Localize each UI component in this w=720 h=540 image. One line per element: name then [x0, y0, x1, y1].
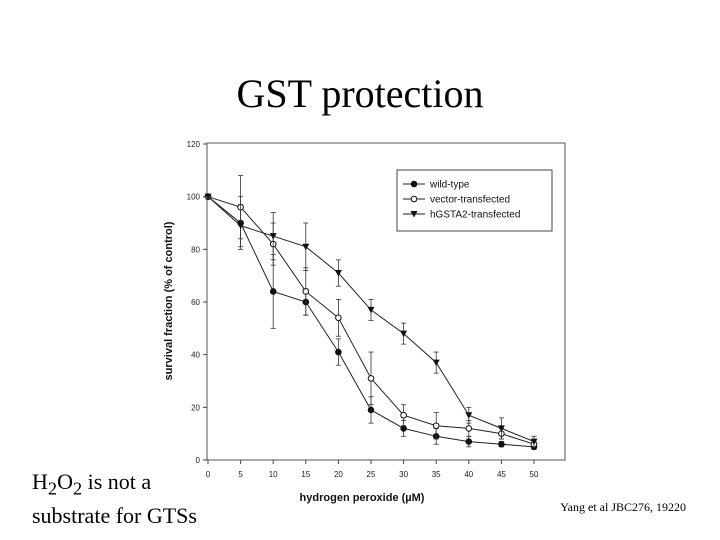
x-tick-label: 40	[464, 470, 473, 479]
series-1	[204, 193, 538, 451]
legend-marker	[410, 211, 418, 218]
slide-caption: H2O2 is not a substrate for GTSs	[32, 468, 197, 530]
y-tick-label: 100	[187, 193, 201, 202]
y-tick-label: 20	[191, 403, 200, 412]
y-tick-label: 80	[191, 245, 200, 254]
legend-label: wild-type	[429, 180, 470, 191]
data-point	[530, 438, 538, 446]
x-tick-label: 10	[269, 470, 278, 479]
citation: Yang et al JBC276, 19220	[560, 500, 686, 514]
slide-title: GST protection	[236, 71, 484, 116]
x-tick-label: 25	[367, 470, 376, 479]
x-tick-label: 50	[530, 470, 539, 479]
data-point	[237, 222, 245, 230]
data-point	[432, 359, 440, 367]
x-tick-label: 5	[238, 470, 243, 479]
x-tick-label: 20	[334, 470, 343, 479]
data-point	[465, 438, 473, 445]
data-point	[400, 330, 408, 338]
data-point	[498, 440, 505, 448]
series-3	[204, 193, 538, 448]
x-tick-label: 0	[206, 470, 211, 479]
legend-label: hGSTA2-transfected	[430, 210, 520, 221]
data-point	[400, 411, 407, 419]
data-point	[334, 270, 342, 277]
y-axis-label: survival fraction (% of control)	[163, 221, 175, 380]
x-tick-label: 45	[497, 470, 506, 479]
legend: wild-type vector-transfected hGSTA2-transf…	[396, 169, 553, 232]
data-point	[335, 348, 342, 356]
y-tick-label: 60	[191, 298, 200, 307]
x-axis-label: hydrogen peroxide (µM)	[300, 492, 425, 504]
data-point	[335, 314, 342, 322]
y-tick-label: 0	[196, 456, 201, 465]
legend-marker	[410, 195, 418, 203]
data-point	[497, 425, 505, 432]
data-point	[432, 422, 440, 430]
data-point	[367, 406, 375, 414]
y-tick-label: 120	[187, 140, 201, 149]
data-point	[269, 288, 277, 295]
data-point	[367, 375, 375, 382]
x-tick-label: 35	[432, 470, 441, 479]
data-point	[302, 288, 310, 295]
data-point	[367, 306, 375, 314]
data-point	[269, 233, 277, 240]
legend-box	[396, 169, 553, 232]
x-tick-label: 30	[399, 470, 408, 479]
legend-marker	[410, 180, 418, 188]
data-point	[302, 243, 310, 251]
x-tick-label: 15	[301, 470, 310, 479]
y-tick-label: 40	[191, 351, 200, 360]
data-point	[465, 425, 473, 432]
data-point	[465, 412, 473, 419]
caption-line-1: H2O2 is not a	[32, 469, 152, 499]
data-point	[204, 193, 212, 201]
caption-line-2: substrate for GTSs	[32, 503, 197, 529]
legend-label: vector-transfected	[430, 195, 510, 206]
data-point	[400, 425, 407, 432]
